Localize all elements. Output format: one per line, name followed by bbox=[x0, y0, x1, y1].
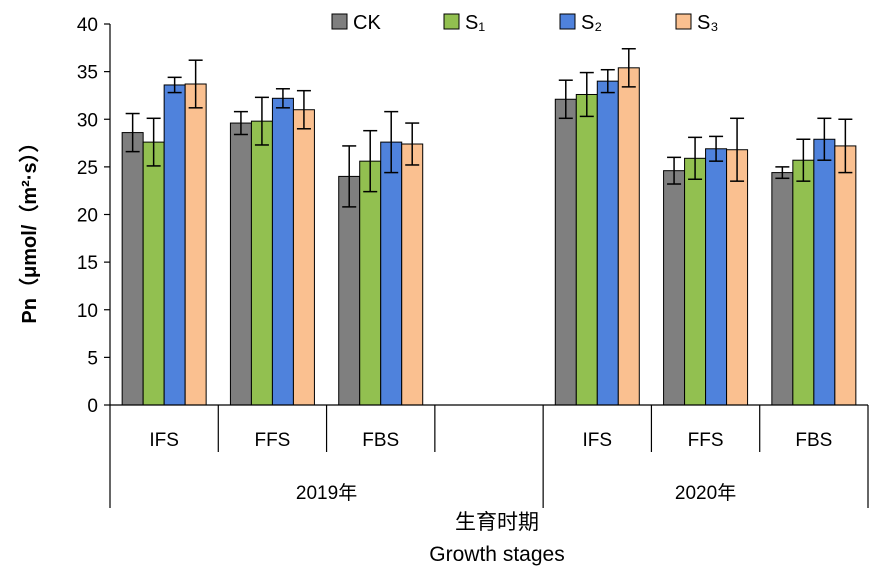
y-tick-label: 10 bbox=[77, 301, 98, 322]
bar bbox=[292, 109, 315, 406]
bar bbox=[726, 149, 749, 406]
legend-label: S₁ bbox=[465, 12, 485, 34]
x-tick-label: FBS bbox=[362, 430, 399, 451]
y-tick-label: 0 bbox=[87, 396, 98, 417]
y-axis-label: Pn（μmol/（m²·s）） bbox=[18, 132, 41, 323]
bar bbox=[142, 141, 165, 406]
bar bbox=[617, 67, 640, 406]
bar bbox=[771, 172, 794, 406]
y-tick-label: 15 bbox=[77, 253, 98, 274]
y-tick-label: 35 bbox=[77, 63, 98, 84]
legend: CK S₁ S₂ S₃ bbox=[331, 12, 718, 34]
bar bbox=[705, 148, 728, 406]
bar bbox=[250, 120, 273, 406]
x-axis-label-en: Growth stages bbox=[429, 543, 564, 566]
legend-label: CK bbox=[353, 12, 381, 34]
bar bbox=[554, 98, 577, 406]
bar bbox=[359, 160, 382, 406]
legend-swatch bbox=[443, 13, 460, 30]
bar bbox=[401, 143, 424, 406]
x-group-label: 2019年 bbox=[296, 482, 357, 504]
x-tick-label: FBS bbox=[795, 430, 832, 451]
legend-label: S₂ bbox=[581, 12, 602, 34]
y-tick-label: 20 bbox=[77, 206, 98, 227]
bar bbox=[184, 83, 207, 406]
x-axis: IFS FFS FBS IFS FFS FBS 2019年 2020年 bbox=[109, 404, 869, 508]
bar bbox=[792, 159, 815, 406]
x-tick-label: FFS bbox=[254, 430, 290, 451]
legend-swatch bbox=[559, 13, 576, 30]
bar bbox=[121, 132, 144, 406]
bar bbox=[596, 80, 619, 406]
bar bbox=[684, 157, 707, 406]
y-tick-label: 5 bbox=[87, 348, 98, 369]
bar bbox=[663, 170, 686, 406]
bar bbox=[338, 175, 361, 406]
bar bbox=[834, 145, 857, 406]
bar bbox=[380, 141, 403, 406]
bars bbox=[121, 48, 857, 406]
x-tick-label: FFS bbox=[688, 430, 724, 451]
bar bbox=[813, 138, 836, 406]
bar bbox=[575, 93, 598, 406]
bar bbox=[229, 122, 252, 406]
x-tick-label: IFS bbox=[583, 430, 613, 451]
legend-swatch bbox=[675, 13, 692, 30]
bar bbox=[271, 97, 294, 406]
x-tick-label: IFS bbox=[149, 430, 179, 451]
legend-swatch bbox=[331, 13, 348, 30]
y-tick-label: 30 bbox=[77, 110, 98, 131]
y-axis: 0 5 10 15 20 25 30 35 40 bbox=[77, 15, 111, 417]
x-group-label: 2020年 bbox=[675, 482, 736, 504]
x-axis-label-cn: 生育时期 bbox=[455, 511, 539, 534]
y-tick-label: 25 bbox=[77, 158, 98, 179]
legend-label: S₃ bbox=[697, 12, 718, 34]
bar bbox=[163, 84, 186, 406]
y-tick-label: 40 bbox=[77, 15, 98, 36]
